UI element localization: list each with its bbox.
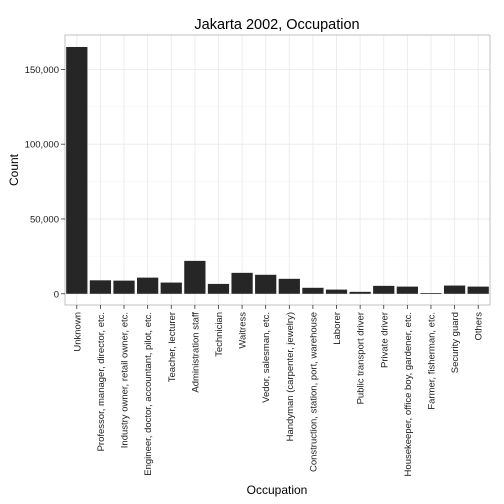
- x-tick-label: Teacher, lecturer: [167, 312, 178, 382]
- bar-5: [184, 260, 206, 294]
- y-tick-label: 0: [54, 289, 59, 300]
- gridlines: [65, 35, 490, 305]
- y-axis: 0 50,000 100,000 150,000: [25, 65, 65, 300]
- x-tick-label: Administration staff: [190, 312, 201, 393]
- x-tick-label: Public transport driver: [356, 312, 367, 404]
- bar-3: [137, 277, 159, 294]
- bar-4: [160, 282, 182, 294]
- bar-6: [207, 283, 230, 294]
- bar-17: [467, 286, 489, 294]
- bar-10: [302, 287, 324, 294]
- x-tick-label: Farmer, fisherman, etc.: [426, 312, 437, 410]
- bar-7: [231, 272, 253, 294]
- plot-panel: [64, 34, 491, 306]
- x-axis-title: Occupation: [247, 483, 308, 497]
- bar-8: [255, 274, 277, 294]
- x-tick-label: Housekeeper, office boy, gardener, etc.: [403, 312, 414, 476]
- x-tick-label: Unknown: [72, 312, 83, 352]
- y-tick-label: 50,000: [30, 214, 59, 225]
- bar-16: [443, 285, 466, 294]
- x-tick-label: Waitress: [238, 312, 249, 349]
- x-tick-label: Construction, station, port, warehouse: [308, 312, 319, 472]
- x-tick-label: Engineer, doctor, accountant, pilot, etc…: [143, 312, 154, 476]
- bar-14: [396, 286, 418, 294]
- bar-15: [420, 293, 442, 294]
- x-tick-label: Handyman (carpenter, jewelry): [285, 312, 296, 441]
- bar-0: [66, 46, 88, 294]
- bars: [66, 46, 489, 294]
- x-tick-label: Technician: [214, 312, 225, 357]
- x-tick-label: Security guard: [450, 312, 461, 373]
- y-axis-title: Count: [7, 153, 21, 186]
- x-axis: Unknown Professor, manager, director, etc…: [72, 305, 485, 476]
- y-tick-label: 100,000: [25, 140, 59, 151]
- x-tick-label: Professor, manager, director, etc.: [96, 312, 107, 451]
- x-tick-label: Private driver: [379, 312, 390, 368]
- y-tick-label: 150,000: [25, 65, 59, 76]
- x-tick-label: Laborer: [332, 312, 343, 345]
- chart-title: Jakarta 2002, Occupation: [194, 17, 359, 33]
- x-tick-label: Others: [474, 312, 485, 341]
- bar-1: [89, 280, 112, 294]
- bar-12: [349, 291, 371, 294]
- x-tick-label: Vedor, salesman, etc.: [261, 312, 272, 403]
- bar-9: [278, 278, 300, 294]
- bar-2: [113, 280, 135, 294]
- bar-11: [325, 289, 348, 294]
- x-tick-label: Industry owner, retail owner, etc.: [120, 312, 131, 448]
- bar-13: [373, 285, 395, 294]
